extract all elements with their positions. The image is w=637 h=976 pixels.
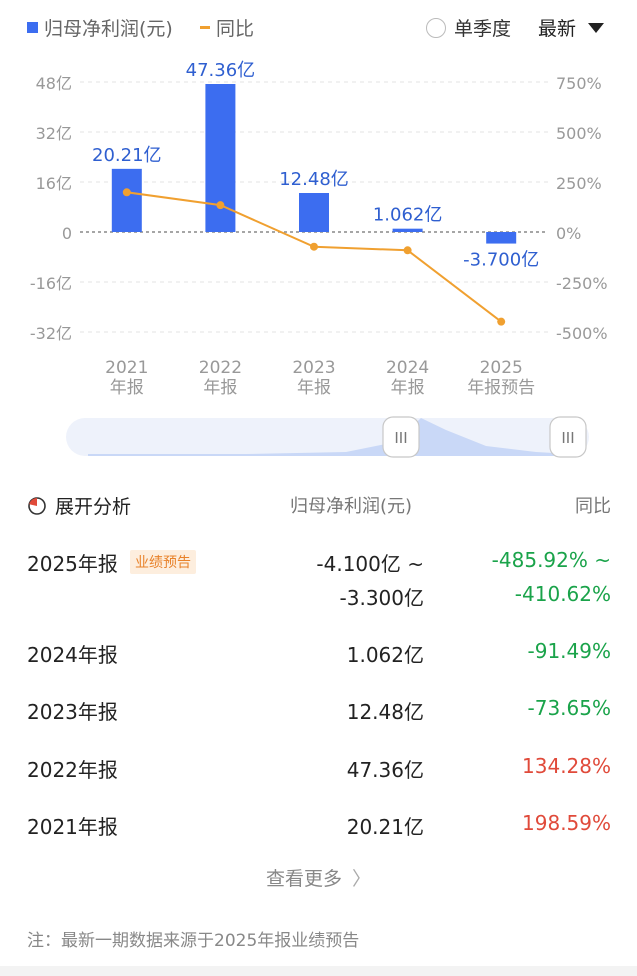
table-row[interactable]: 2024年报 1.062亿 -91.49% [0,639,637,669]
row-value: 47.36亿 [346,758,424,782]
right-tick-label: 500% [556,124,602,143]
right-tick-label: 750% [556,74,602,93]
radio-icon [426,17,446,38]
row-yoy: -73.65% [527,696,611,720]
bar-data-label: 1.062亿 [373,205,443,226]
chart-legend: 归母净利润(元) 同比 单季度 最新 [0,14,637,42]
row-value: 12.48亿 [346,700,424,724]
row-value: 20.21亿 [346,815,424,839]
left-tick-label: 0 [62,224,72,243]
x-tick-label: 2024 [386,358,429,378]
table-header: 展开分析 归母净利润(元) 同比 [0,490,637,520]
column-header-profit: 归母净利润(元) [290,496,413,517]
x-tick-label: 2025 [480,358,523,378]
yoy-point [310,242,318,251]
x-tick-label: 年报 [297,378,331,398]
bottom-divider [0,966,637,976]
row-period: 2025年报 [27,552,118,576]
x-tick-label: 年报 [391,378,425,398]
bar [299,193,329,232]
single-quarter-toggle[interactable]: 单季度 [426,14,511,41]
chevron-right-icon: 〉 [352,868,372,890]
single-quarter-label: 单季度 [454,18,512,40]
yoy-point [497,317,506,326]
slider-handle-right[interactable] [549,416,587,458]
bar [111,168,142,232]
row-yoy: 134.28% [522,754,611,778]
yoy-point [216,201,225,210]
legend-item-profit[interactable]: 归母净利润(元) [27,14,173,41]
x-tick-label: 2023 [292,358,335,378]
table-row[interactable]: 2025年报 业绩预告 -4.100亿 ~ -3.300亿 -485.92% ~… [0,548,637,612]
table-row[interactable]: 2023年报 12.48亿 -73.65% [0,696,637,726]
row-yoy-high: -410.62% [514,582,611,606]
bar-data-label: -3.700亿 [463,250,539,271]
grip-icon: III [561,429,574,447]
legend-profit-label: 归母净利润(元) [44,18,173,40]
yoy-point [122,188,131,197]
x-tick-label: 年报 [110,378,144,398]
left-tick-label: 48亿 [36,74,72,93]
left-tick-label: -32亿 [30,324,72,343]
view-more-button[interactable]: 查看更多〉 [0,864,637,891]
bar-swatch-icon [27,22,38,33]
bar-data-label: 12.48亿 [279,169,349,190]
pie-chart-icon [28,496,46,515]
forecast-badge: 业绩预告 [130,550,196,574]
x-tick-label: 年报预告 [467,378,535,398]
left-tick-label: 16亿 [36,174,72,193]
row-yoy: -91.49% [527,639,611,663]
right-tick-label: -500% [556,324,608,343]
row-yoy: 198.59% [522,811,611,835]
range-slider[interactable]: III III [66,414,589,460]
bar-data-label: 47.36亿 [186,60,256,81]
yoy-point [403,246,412,255]
grip-icon: III [394,429,407,447]
x-tick-label: 年报 [203,378,237,398]
table-row[interactable]: 2021年报 20.21亿 198.59% [0,811,637,841]
x-tick-label: 2021 [105,358,148,378]
row-value-low: -4.100亿 ~ [316,552,424,576]
row-period: 2022年报 [27,758,118,782]
bar [392,228,423,232]
right-tick-label: -250% [556,274,608,293]
expand-analysis-button[interactable]: 展开分析 [27,492,131,519]
footnote: 注：最新一期数据来源于2025年报业绩预告 [27,931,360,951]
bar-data-label: 20.21亿 [92,145,162,166]
row-value: 1.062亿 [346,643,424,667]
caret-down-icon [588,22,605,33]
row-period: 2021年报 [27,815,118,839]
x-tick-label: 2022 [199,358,242,378]
right-tick-label: 0% [556,224,581,243]
table-row[interactable]: 2022年报 47.36亿 134.28% [0,754,637,784]
sort-label: 最新 [538,18,577,40]
slider-preview-area [88,418,571,456]
row-yoy-low: -485.92% ~ [491,548,611,572]
left-tick-label: 32亿 [36,124,72,143]
bar [486,232,517,244]
legend-yoy-label: 同比 [216,18,255,40]
legend-item-yoy[interactable]: 同比 [200,14,254,41]
row-period: 2023年报 [27,700,118,724]
row-value-high: -3.300亿 [339,586,424,610]
view-more-label: 查看更多 [265,868,342,890]
right-tick-label: 250% [556,174,602,193]
slider-handle-left[interactable] [382,416,420,458]
column-header-yoy: 同比 [575,496,611,517]
line-swatch-icon [200,26,210,29]
expand-analysis-label: 展开分析 [55,496,132,518]
profit-chart: 48亿 32亿 16亿 0 -16亿 -32亿 750% 500% 250% 0% -250% -50… [30,60,608,398]
row-period: 2024年报 [27,643,118,667]
sort-dropdown[interactable]: 最新 [538,14,605,41]
left-tick-label: -16亿 [30,274,72,293]
